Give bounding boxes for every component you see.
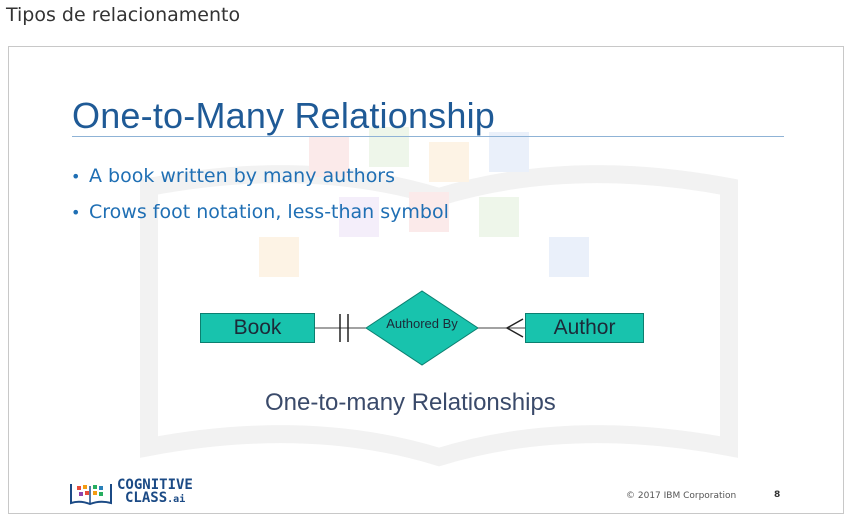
bullet-text: A book written by many authors — [89, 165, 396, 187]
logo-line2: CLASS.ai — [117, 490, 193, 506]
cognitive-class-logo: COGNITIVE CLASS.ai — [69, 477, 193, 506]
entity-author: Author — [525, 313, 644, 343]
slide-number: 8 — [774, 490, 781, 500]
slide-frame: One-to-Many Relationship • A book writte… — [8, 46, 844, 514]
bullet-text: Crows foot notation, less-than symbol — [89, 201, 449, 223]
slide-title: One-to-Many Relationship — [72, 95, 496, 136]
copyright-text: © 2017 IBM Corporation — [626, 491, 737, 501]
crows-foot-icon — [505, 318, 524, 338]
diagram-caption: One-to-many Relationships — [265, 389, 556, 416]
page-heading: Tipos de relacionamento — [6, 4, 241, 26]
logo-suffix: .ai — [167, 494, 186, 505]
bullet-dot-icon: • — [71, 203, 81, 222]
background-watermark — [140, 127, 738, 467]
logo-line1: COGNITIVE — [117, 477, 193, 493]
bullet-list: • A book written by many authors • Crows… — [71, 165, 449, 237]
bullet-item: • A book written by many authors — [71, 165, 449, 201]
bullet-item: • Crows foot notation, less-than symbol — [71, 201, 449, 237]
relationship-label: Authored By — [386, 316, 458, 331]
bullet-dot-icon: • — [71, 167, 81, 186]
cognitive-class-logo-icon — [70, 483, 112, 505]
entity-book: Book — [200, 313, 315, 343]
title-divider — [72, 136, 784, 137]
er-diagram — [315, 290, 525, 366]
logo-class-text: CLASS — [125, 490, 168, 506]
logo-wordmark: COGNITIVE CLASS.ai — [117, 477, 193, 506]
